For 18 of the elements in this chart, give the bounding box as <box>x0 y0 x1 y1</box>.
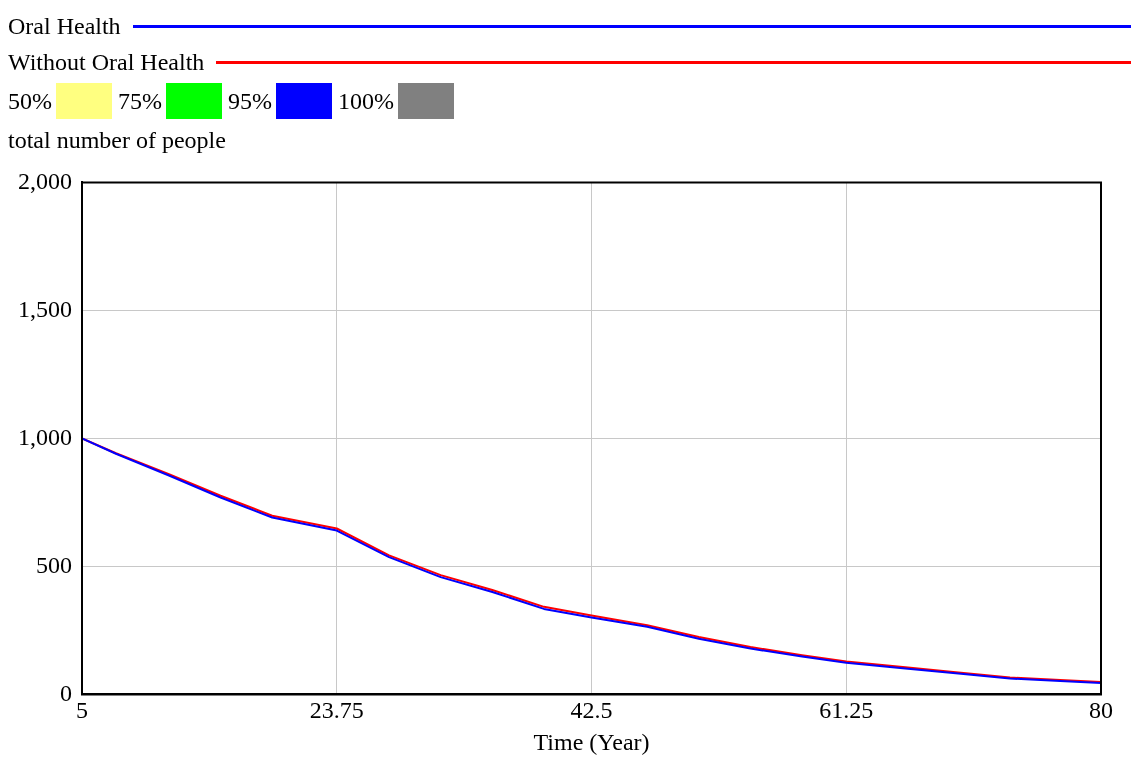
x-tick-label: 23.75 <box>309 697 364 724</box>
y-tick-label: 0 <box>60 679 72 706</box>
x-axis-title: Time (Year) <box>533 728 650 755</box>
text: 75% <box>118 87 162 115</box>
y-tick-label: 1,500 <box>18 295 72 322</box>
x-tick-label: 5 <box>76 697 88 724</box>
y-axis-title: total number of people <box>8 126 227 155</box>
legend-label: Without Oral Health <box>8 48 205 76</box>
legend-label: Oral Health <box>8 12 121 40</box>
y-tick-label: 2,000 <box>18 167 72 194</box>
text: 95% <box>228 87 272 115</box>
text: 100% <box>338 87 394 115</box>
y-tick-label: 1,000 <box>18 423 72 450</box>
x-tick-label: 42.5 <box>570 697 613 724</box>
x-tick-label: 61.25 <box>819 697 874 724</box>
y-tick-label: 500 <box>36 551 72 578</box>
text: 50% <box>8 87 52 115</box>
x-tick-label: 80 <box>1089 697 1113 724</box>
